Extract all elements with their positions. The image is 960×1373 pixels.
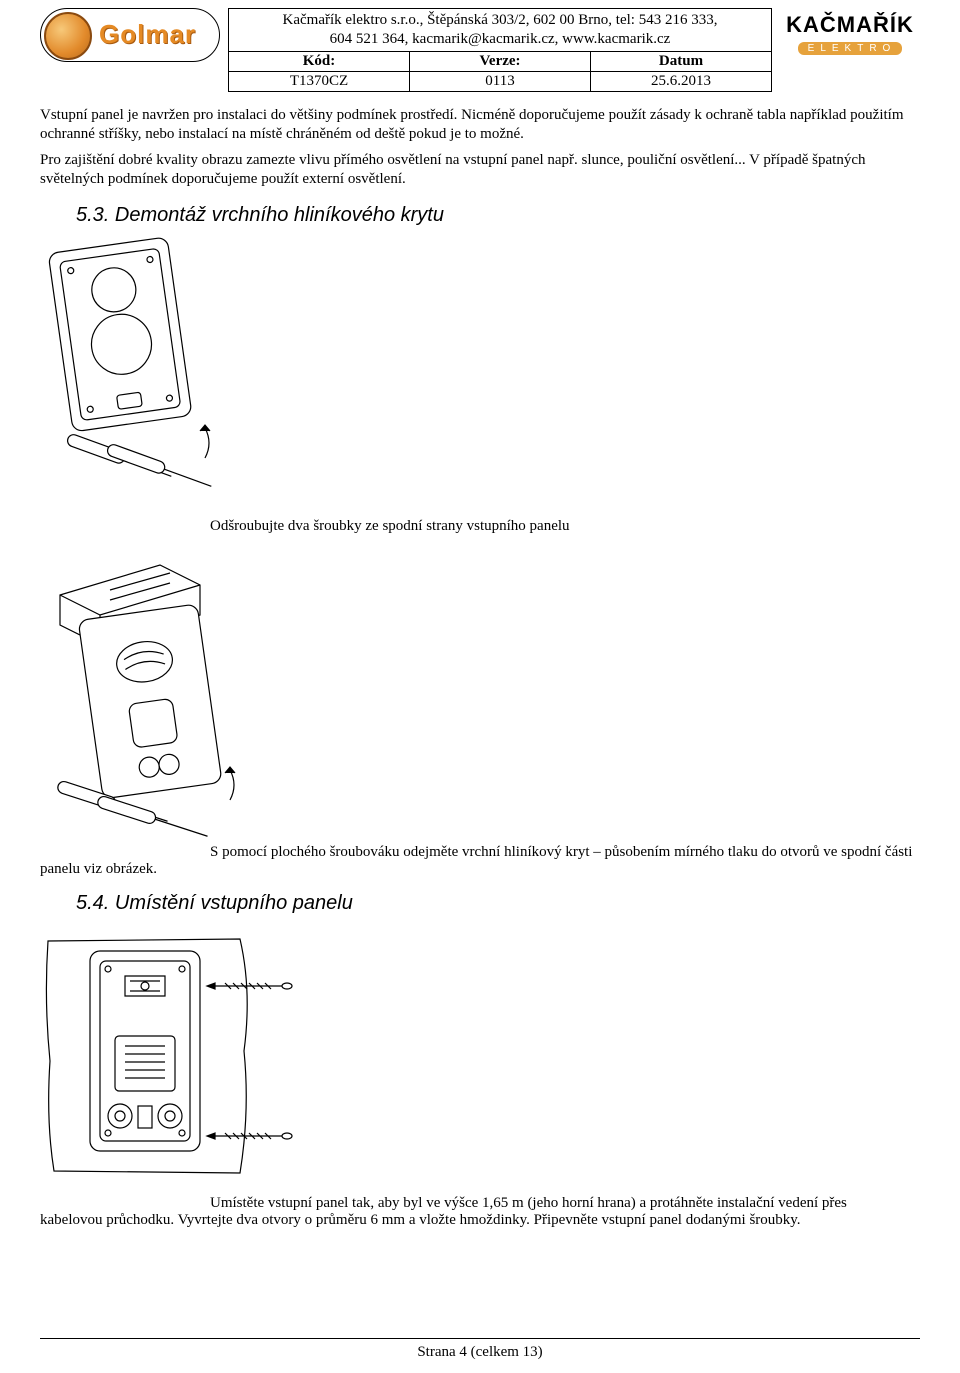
caption-5-4: Umístěte vstupní panel tak, aby byl ve v… bbox=[40, 1195, 920, 1229]
label-verze: Verze: bbox=[410, 52, 590, 72]
caption-mid-prefix: panelu viz obrázek. bbox=[40, 861, 920, 878]
figure-5-3-bottom bbox=[40, 550, 920, 840]
golmar-logo-circle-icon bbox=[44, 12, 92, 60]
caption-mid-main: S pomocí plochého šroubováku odejměte vr… bbox=[210, 844, 912, 861]
header-info-box: Kačmařík elektro s.r.o., Štěpánská 303/2… bbox=[228, 8, 772, 92]
footer-rule bbox=[40, 1338, 920, 1339]
heading-5-3: 5.3. Demontáž vrchního hliníkového krytu bbox=[76, 204, 920, 227]
panel-unscrew-diagram-icon bbox=[40, 233, 270, 503]
value-kod: T1370CZ bbox=[229, 72, 409, 91]
panel-mounting-diagram-icon bbox=[40, 921, 320, 1191]
company-line-1: Kačmařík elektro s.r.o., Štěpánská 303/2… bbox=[283, 12, 718, 28]
caption-5-4-line1: Umístěte vstupní panel tak, aby byl ve v… bbox=[210, 1195, 847, 1211]
golmar-logo: Golmar bbox=[40, 8, 220, 62]
paragraph-1: Vstupní panel je navržen pro instalaci d… bbox=[40, 106, 920, 145]
caption-5-4-line2: kabelovou průchodku. Vyvrtejte dva otvor… bbox=[40, 1212, 801, 1228]
paragraph-2: Pro zajištění dobré kvality obrazu zamez… bbox=[40, 151, 920, 190]
golmar-logo-text: Golmar bbox=[99, 19, 196, 50]
caption-5-3-bottom: S pomocí plochého šroubováku odejměte vr… bbox=[40, 844, 920, 861]
heading-5-4: 5.4. Umístění vstupního panelu bbox=[76, 892, 920, 915]
kacmarik-logo-sub: ELEKTRO bbox=[798, 42, 903, 55]
page-footer: Strana 4 (celkem 13) bbox=[0, 1344, 960, 1361]
kacmarik-logo-text: KAČMAŘÍK bbox=[780, 12, 920, 38]
company-line-2: 604 521 364, kacmarik@kacmarik.cz, www.k… bbox=[330, 31, 671, 47]
caption-5-3-top: Odšroubujte dva šroubky ze spodní strany… bbox=[210, 518, 920, 535]
company-address: Kačmařík elektro s.r.o., Štěpánská 303/2… bbox=[229, 9, 771, 52]
label-kod: Kód: bbox=[229, 52, 409, 72]
header-meta-table: Kód: T1370CZ Verze: 0113 Datum 25.6.2013 bbox=[229, 52, 771, 91]
label-datum: Datum bbox=[591, 52, 771, 72]
value-datum: 25.6.2013 bbox=[591, 72, 771, 91]
kacmarik-logo: KAČMAŘÍK ELEKTRO bbox=[780, 8, 920, 56]
value-verze: 0113 bbox=[410, 72, 590, 91]
figure-5-3-top bbox=[40, 233, 920, 503]
panel-cover-remove-diagram-icon bbox=[40, 550, 300, 840]
figure-5-4 bbox=[40, 921, 920, 1191]
document-header: Golmar Kačmařík elektro s.r.o., Štěpánsk… bbox=[40, 8, 920, 92]
